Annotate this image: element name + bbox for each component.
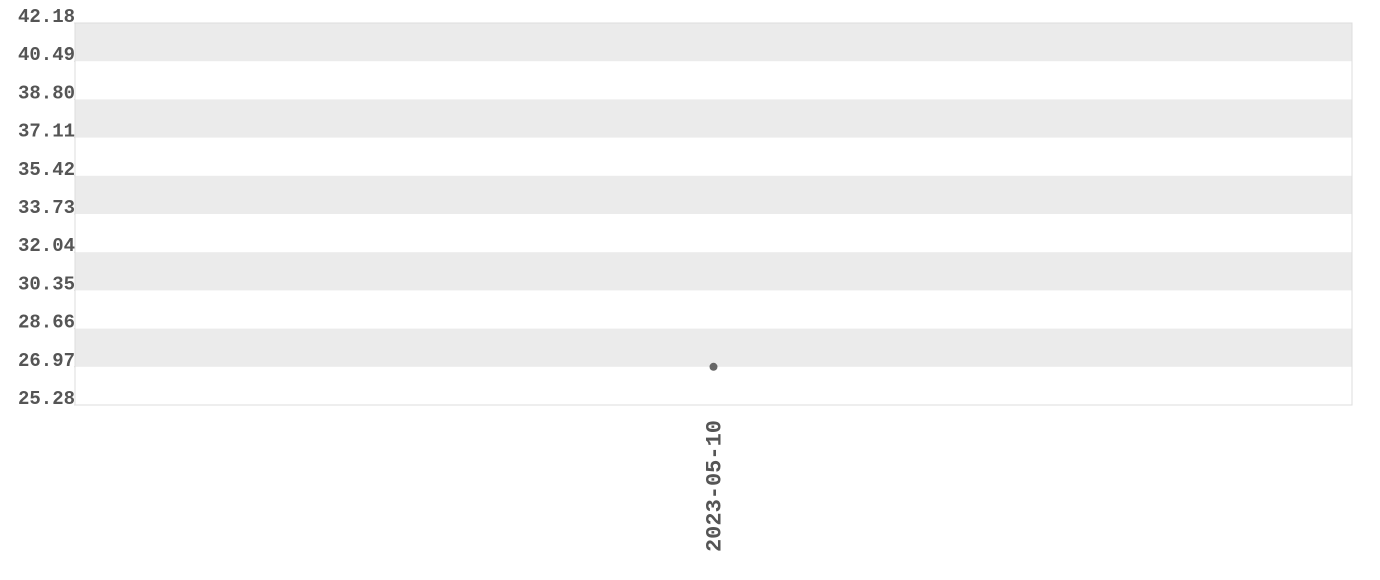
- y-tick-label: 33.73: [18, 197, 75, 219]
- data-point: [709, 362, 718, 371]
- grid-band: [75, 23, 1352, 62]
- y-tick-label: 38.80: [18, 82, 75, 104]
- y-tick-label: 32.04: [18, 235, 75, 257]
- y-tick-label: 25.28: [18, 388, 75, 410]
- y-tick-label: 35.42: [18, 159, 75, 181]
- grid-band: [75, 99, 1352, 138]
- y-tick-label: 40.49: [18, 44, 75, 66]
- y-tick-label: 42.18: [18, 6, 75, 28]
- grid-band: [75, 252, 1352, 291]
- grid-band: [75, 328, 1352, 367]
- y-tick-label: 37.11: [18, 121, 75, 143]
- y-tick-label: 30.35: [18, 273, 75, 295]
- y-tick-label: 28.66: [18, 312, 75, 334]
- grid-band: [75, 175, 1352, 214]
- x-tick-label: 2023-05-10: [703, 420, 728, 552]
- y-tick-label: 26.97: [18, 350, 75, 372]
